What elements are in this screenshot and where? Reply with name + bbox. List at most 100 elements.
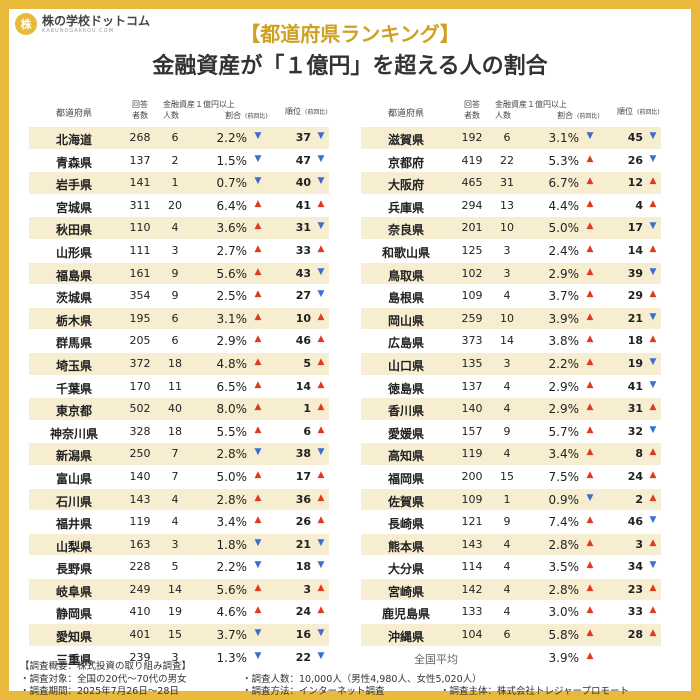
count: 7 (171, 447, 179, 461)
respondents: 140 (461, 402, 483, 416)
table-row: 鹿児島県 133 4 3.0% 33 ▲ ▲ (361, 601, 661, 625)
rank-trend-down-icon: ▼ (649, 311, 657, 322)
respondents: 110 (129, 221, 151, 235)
rate-trend-up-icon: ▲ (586, 243, 594, 254)
rank: 4 (635, 198, 643, 212)
header-cnt: 人数 (495, 111, 511, 120)
rank: 17 (627, 221, 643, 235)
count: 4 (503, 582, 511, 596)
rate-trend-up-icon: ▲ (254, 582, 262, 593)
table-row: 広島県 373 14 3.8% 18 ▲ ▲ (361, 330, 661, 353)
table-row: 沖縄県 104 6 5.8% 28 ▲ ▲ (361, 624, 661, 647)
rate-trend-up-icon: ▲ (254, 266, 262, 277)
respondents: 401 (129, 628, 151, 642)
table-row: 鳥取県 102 3 2.9% 39 ▲ ▼ (361, 262, 661, 286)
rate: 3.9% (548, 311, 580, 326)
count: 6 (171, 311, 179, 325)
rank-trend-up-icon: ▲ (649, 334, 657, 345)
rate: 4.4% (548, 198, 580, 213)
table-row: 長崎県 121 9 7.4% 46 ▲ ▼ (361, 511, 661, 534)
table-row: 佐賀県 109 1 0.9% 2 ▼ ▲ (361, 488, 661, 512)
table-row: 高知県 119 4 3.4% 8 ▲ ▲ (361, 443, 661, 466)
pref-name: 群馬県 (55, 336, 92, 351)
rank: 6 (303, 424, 311, 438)
pref-name: 熊本県 (387, 539, 424, 554)
rank: 18 (295, 560, 311, 574)
average-rate: 3.9% (548, 650, 580, 665)
respondents: 250 (129, 447, 151, 461)
rate-trend-up-icon: ▲ (254, 515, 262, 526)
respondents: 502 (129, 402, 151, 416)
rank: 24 (295, 605, 311, 619)
respondents: 140 (129, 469, 151, 483)
count: 6 (171, 334, 179, 348)
rate-trend-up-icon: ▲ (254, 289, 262, 300)
table-row: 岡山県 259 10 3.9% 21 ▲ ▼ (361, 307, 661, 331)
table-row: 茨城県 354 9 2.5% 27 ▲ ▼ (29, 285, 329, 308)
ranking-table-left: 都道府県 回答 者数 金融資産１億円以上 人数 割合 (前回比) 順位 (前回比… (29, 93, 329, 670)
rate: 1.5% (216, 153, 248, 168)
count: 4 (171, 515, 179, 529)
rate: 1.3% (216, 650, 248, 665)
count: 4 (503, 402, 511, 416)
rate: 2.7% (216, 243, 248, 258)
rate-trend-up-icon: ▲ (254, 492, 262, 503)
rank: 27 (295, 289, 311, 303)
rank-trend-up-icon: ▲ (649, 605, 657, 616)
rank-trend-up-icon: ▲ (649, 469, 657, 480)
rate: 2.2% (216, 131, 248, 145)
rank: 1 (303, 402, 311, 416)
rate-trend-down-icon: ▼ (254, 650, 262, 661)
rate-trend-up-icon: ▲ (586, 469, 594, 480)
rank-trend-up-icon: ▲ (649, 198, 657, 209)
rank: 47 (295, 153, 311, 167)
rate-trend-up-icon: ▲ (586, 176, 594, 187)
rate-trend-down-icon: ▼ (254, 560, 262, 571)
respondents: 195 (129, 311, 151, 325)
rate-trend-up-icon: ▲ (586, 537, 594, 548)
count: 4 (503, 447, 511, 461)
rate: 3.4% (216, 515, 248, 530)
count: 4 (171, 492, 179, 506)
pref-name: 佐賀県 (387, 494, 424, 509)
rank-trend-down-icon: ▼ (649, 221, 657, 232)
rank: 38 (295, 447, 311, 461)
count: 6 (503, 131, 511, 144)
respondents: 373 (461, 334, 483, 348)
rate: 8.0% (216, 402, 248, 417)
count: 9 (503, 515, 511, 529)
rank: 14 (295, 379, 311, 393)
header-rank-prev: (前回比) (305, 109, 328, 116)
respondents: 201 (461, 221, 483, 235)
respondents: 141 (129, 176, 151, 190)
rank: 5 (303, 356, 311, 370)
rank-trend-down-icon: ▼ (317, 537, 325, 548)
respondents: 125 (461, 243, 483, 257)
pref-name: 広島県 (387, 336, 424, 351)
count: 6 (171, 131, 179, 144)
table-row: 石川県 143 4 2.8% 36 ▲ ▲ (29, 488, 329, 512)
pref-name: 岐阜県 (55, 584, 92, 599)
count: 3 (503, 356, 511, 370)
respondents: 228 (129, 560, 151, 574)
rate: 3.6% (216, 221, 248, 236)
pref-name: 岩手県 (55, 178, 92, 193)
table-row: 香川県 140 4 2.9% 31 ▲ ▲ (361, 398, 661, 421)
respondents: 163 (129, 537, 151, 551)
rate: 0.9% (548, 492, 580, 507)
table-row: 埼玉県 372 18 4.8% 5 ▲ ▲ (29, 352, 329, 376)
table-row: 静岡県 410 19 4.6% 24 ▲ ▲ (29, 601, 329, 625)
rate-trend-up-icon: ▲ (254, 356, 262, 367)
rate-trend-down-icon: ▼ (254, 153, 262, 164)
pref-name: 石川県 (55, 494, 92, 509)
table-row: 大阪府 465 31 6.7% 12 ▲ ▲ (361, 172, 661, 195)
respondents: 249 (129, 582, 151, 596)
rate: 3.5% (548, 560, 580, 575)
rank-trend-up-icon: ▲ (317, 402, 325, 413)
count: 9 (503, 424, 511, 438)
table-row: 三重県 239 3 1.3% 22 ▼ ▼ (29, 647, 329, 670)
rate-trend-up-icon: ▲ (586, 515, 594, 526)
rate-trend-up-icon: ▲ (586, 447, 594, 458)
header-pref: 都道府県 (387, 109, 424, 119)
ranking-table-right: 都道府県 回答 者数 金融資産１億円以上 人数 割合 (前回比) 順位 (前回比… (361, 93, 661, 668)
